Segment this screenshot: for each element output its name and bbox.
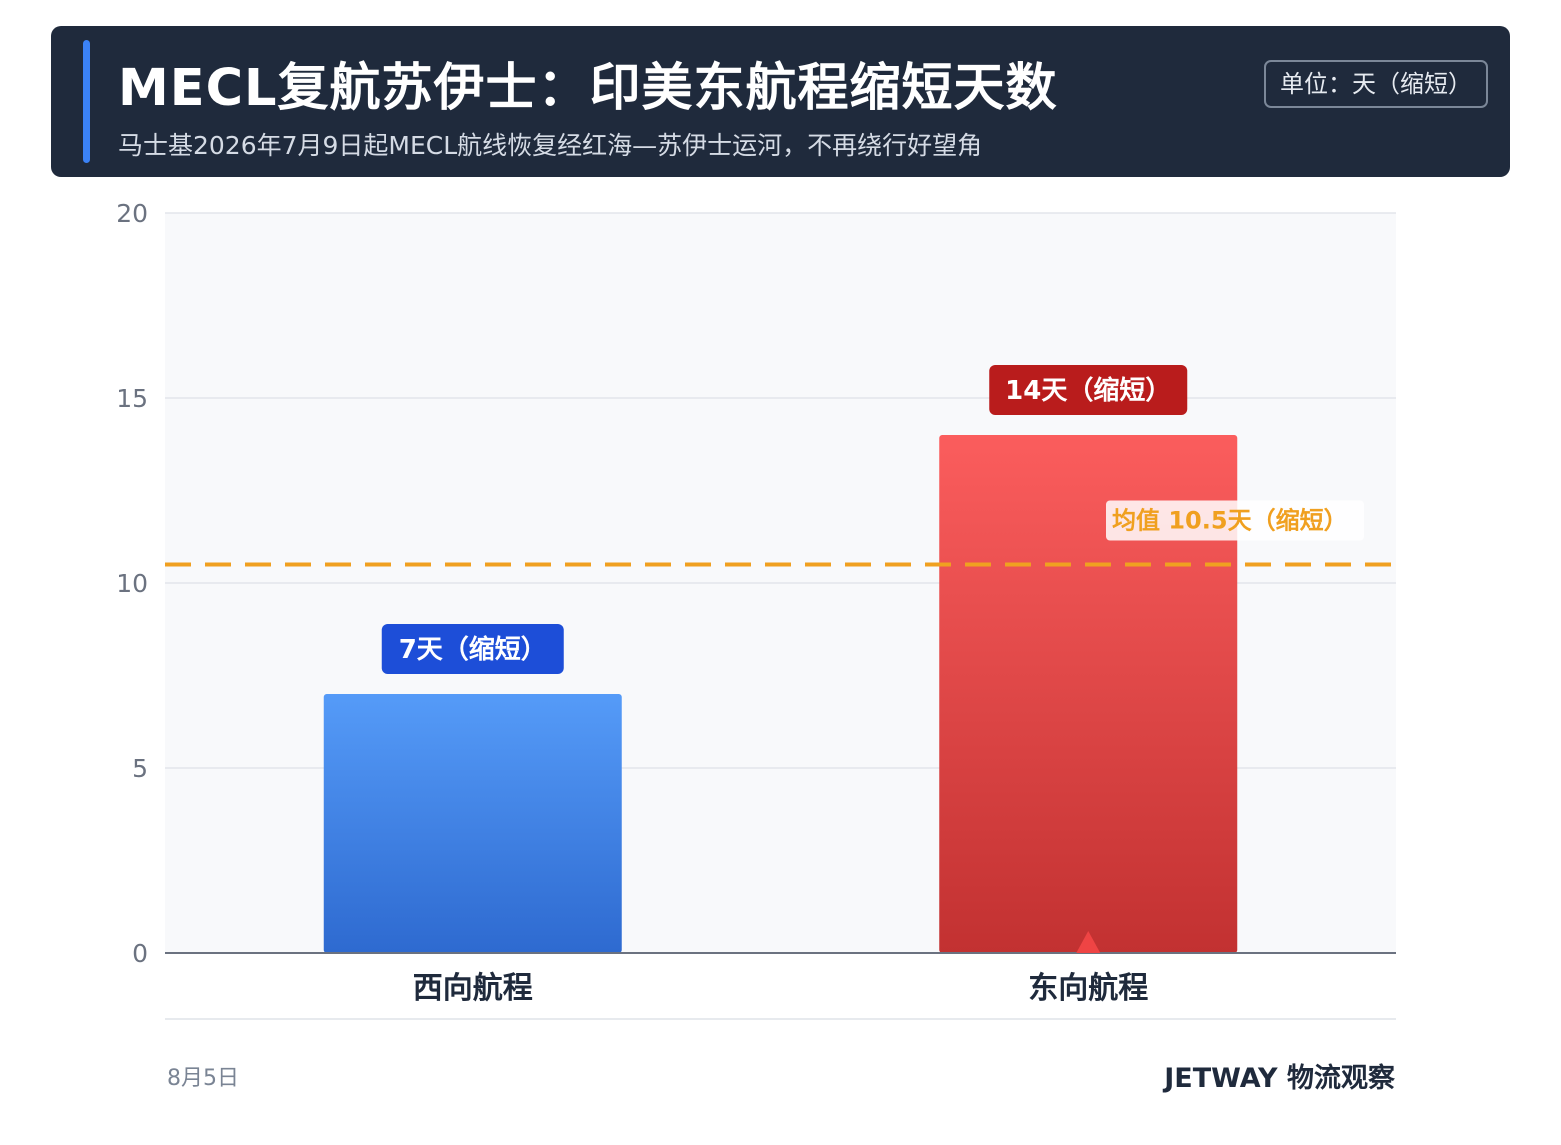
y-tick-label: 5 [132,754,148,783]
data-labels: 7天（缩短） 14天（缩短） [381,365,1188,953]
mean-reference: 均值 10.5天（缩短） [165,500,1396,567]
header-banner: MECL复航苏伊士：印美东航程缩短天数 马士基2026年7月9日起MECL航线恢… [51,26,1510,177]
y-tick-label: 10 [116,569,148,598]
data-label-badge [381,624,564,674]
y-tick-label: 15 [116,384,148,413]
footer-brand: JETWAY 物流观察 [1164,1063,1395,1094]
footer-date: 8月5日 [167,1066,239,1091]
y-tick-labels: 0 5 10 15 20 [116,199,148,968]
data-label-badge [989,365,1188,415]
chart-title: MECL复航苏伊士：印美东航程缩短天数 [118,59,1058,118]
triangle-up-icon [1076,931,1101,953]
x-tick-label: 东向航程 [1028,971,1148,1006]
chart-subtitle: 马士基2026年7月9日起MECL航线恢复经红海—苏伊士运河，不再绕行好望角 [118,131,983,160]
footer-divider [165,1018,1396,1020]
mean-label-bg [1106,500,1364,541]
unit-badge: 单位：天（缩短） [1264,60,1488,108]
bar [323,694,622,953]
mean-label: 均值 10.5天（缩短） [1112,507,1348,535]
y-tick-label: 20 [116,199,148,228]
data-label: 14天（缩短） [1005,375,1171,406]
y-tick-label: 0 [132,939,148,968]
data-label: 7天（缩短） [399,634,547,665]
x-tick-labels: 西向航程 东向航程 [413,971,1149,1006]
x-tick-label: 西向航程 [413,971,533,1006]
accent-bar [83,40,90,163]
